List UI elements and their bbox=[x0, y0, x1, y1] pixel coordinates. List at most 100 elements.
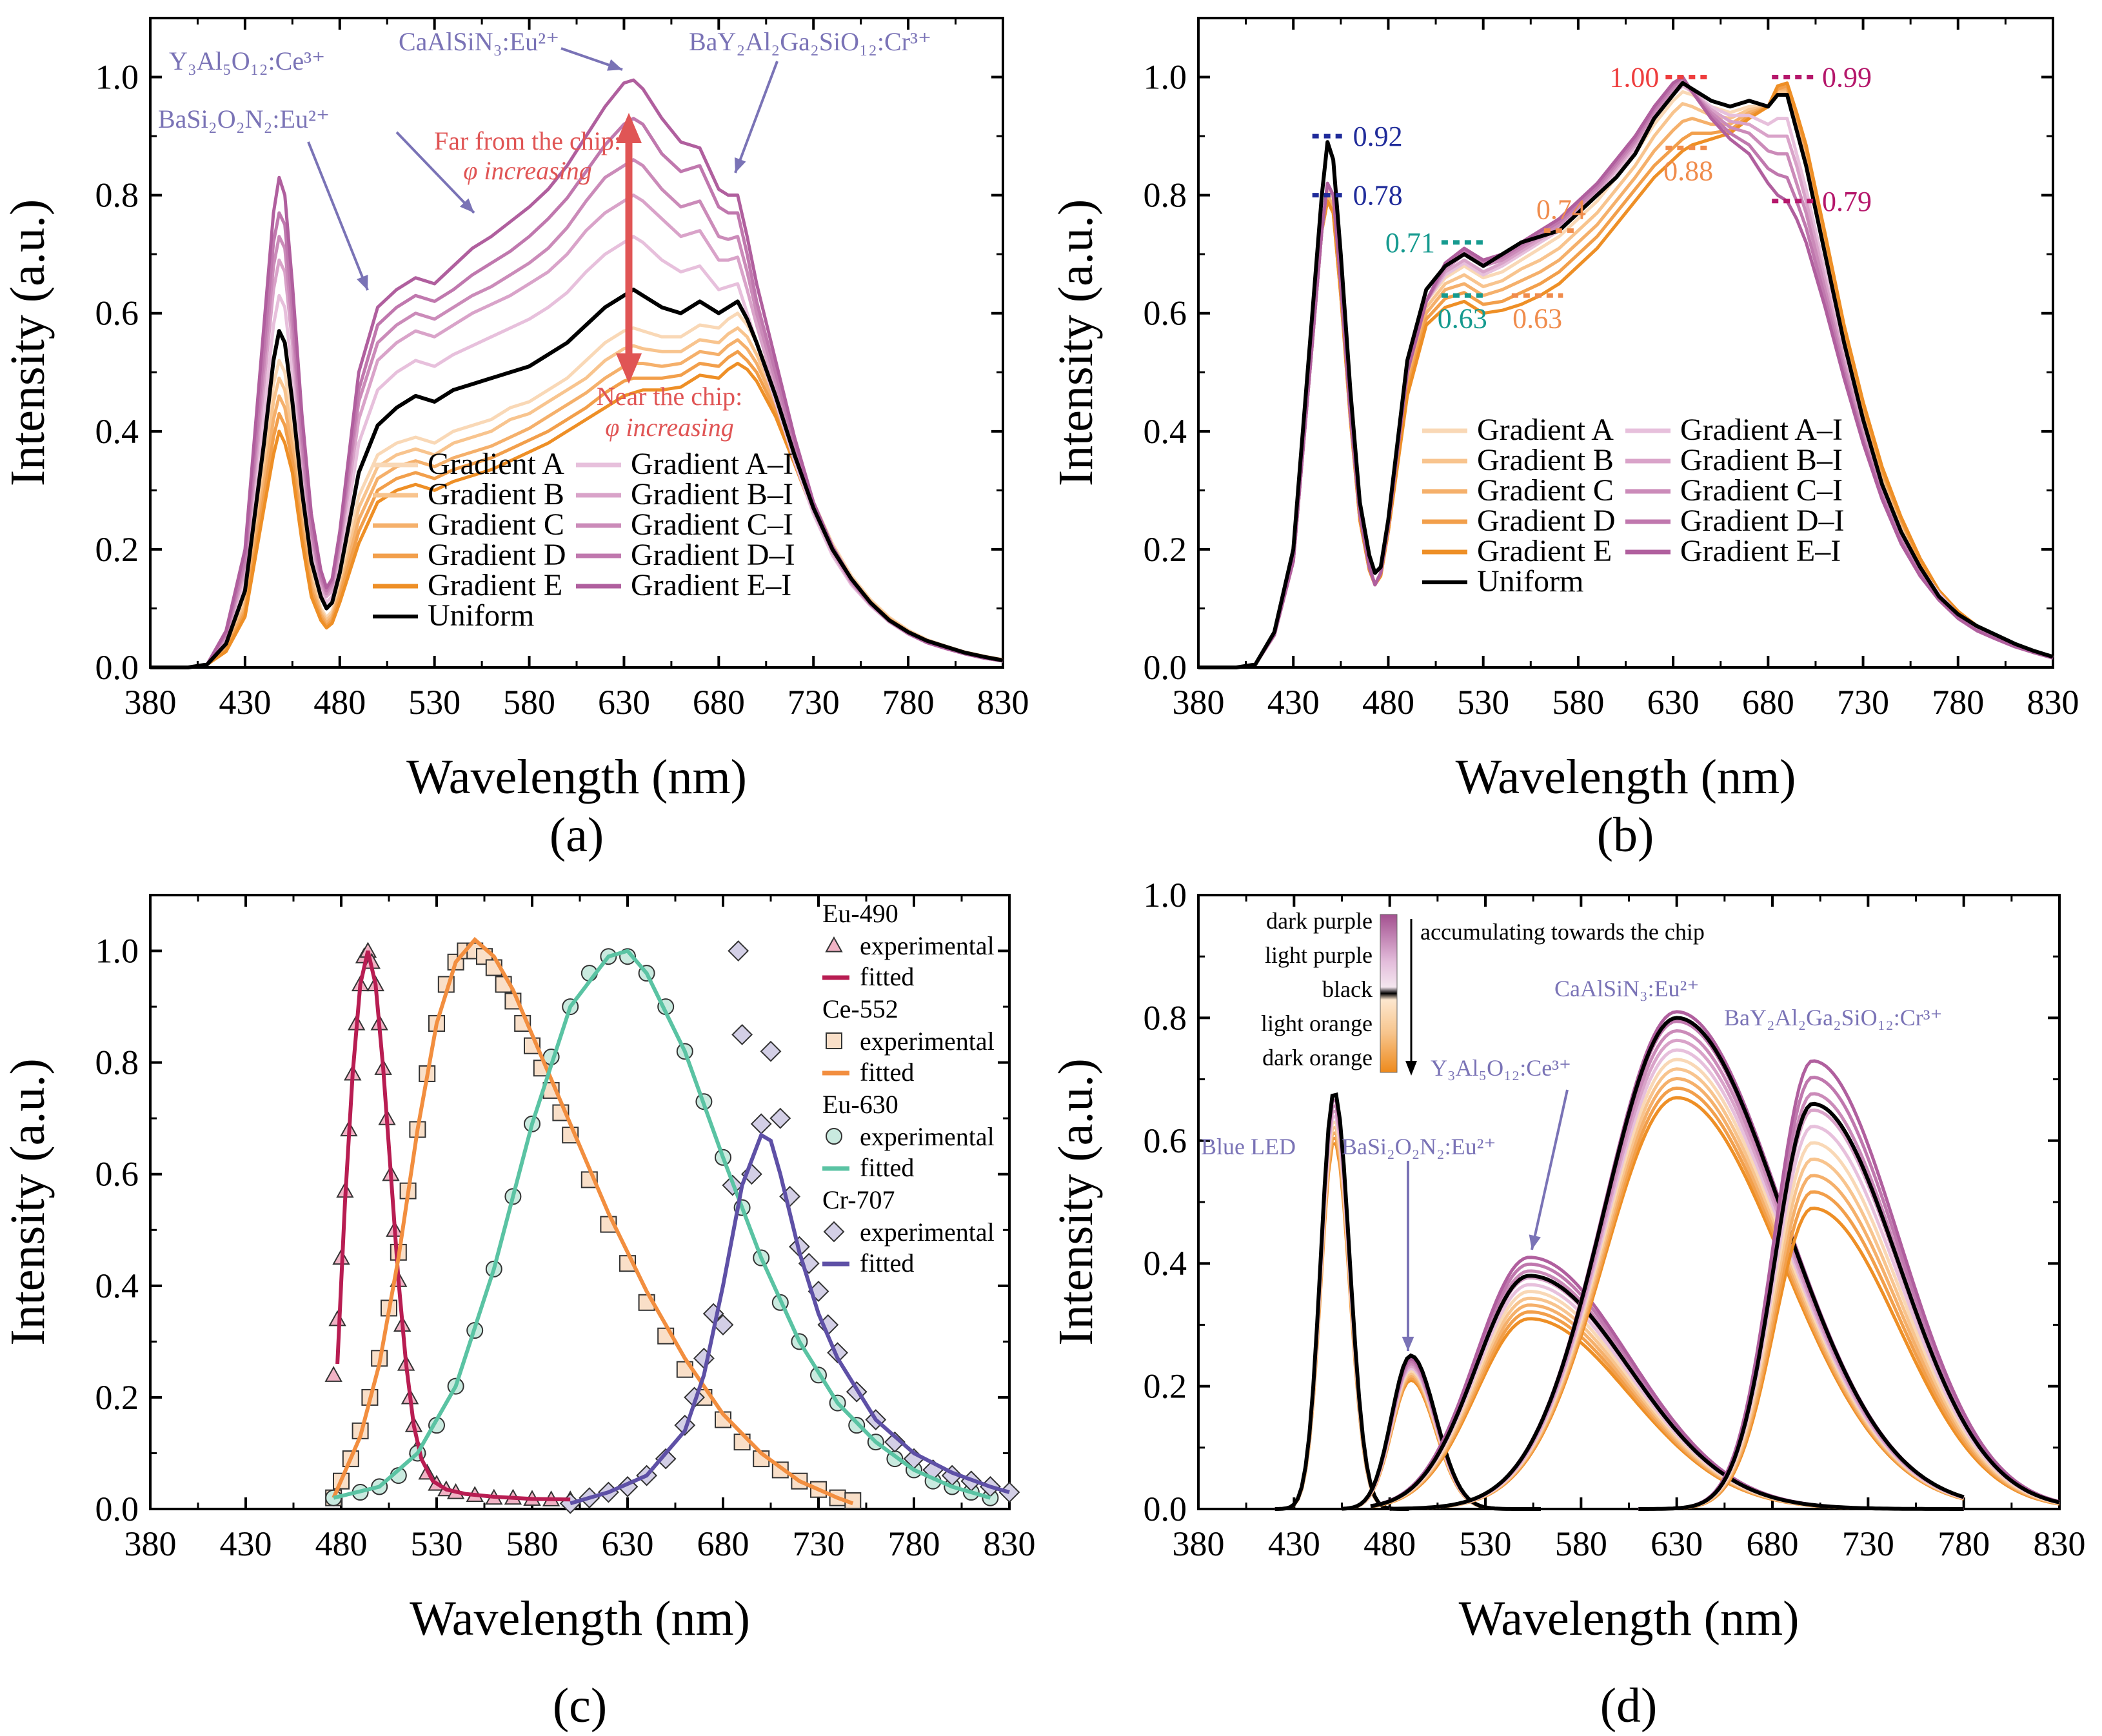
legend-label: Gradient D bbox=[1477, 504, 1616, 538]
y-tick-label: 0.6 bbox=[1144, 294, 1187, 333]
y-tick-label: 1.0 bbox=[95, 932, 139, 971]
label-far-2: φ increasing bbox=[463, 156, 592, 185]
legend-label: Gradient E bbox=[428, 568, 562, 602]
series-line-1 bbox=[150, 311, 1004, 669]
y-axis-label: Intensity (a.u.) bbox=[1049, 199, 1103, 486]
x-tick-label: 630 bbox=[1647, 683, 1700, 722]
series-line-5 bbox=[150, 362, 1004, 669]
x-tick-label: 630 bbox=[1651, 1524, 1703, 1563]
panel-label: (b) bbox=[1597, 808, 1654, 862]
y-tick-label: 0.8 bbox=[95, 1043, 139, 1082]
y-tick-label: 0.2 bbox=[1144, 530, 1187, 569]
panel-c: 380 430 480 530 580 630 680 730 780 830 0.0 0.2 0.4 0… bbox=[1, 894, 1036, 1733]
value-mark-label: 0.99 bbox=[1822, 62, 1872, 94]
y-tick-label: 0.2 bbox=[95, 530, 139, 569]
colorbar-label: dark purple bbox=[1266, 908, 1373, 934]
x-tick-label: 730 bbox=[1842, 1524, 1894, 1563]
legend-fit: fitted bbox=[860, 1248, 914, 1277]
x-tick-label: 630 bbox=[602, 1524, 654, 1563]
label-basi2o2n2: BaSi₂O₂N₂:Eu²⁺ bbox=[1342, 1134, 1496, 1159]
x-tick-label: 680 bbox=[697, 1524, 749, 1563]
x-tick-label: 830 bbox=[2027, 683, 2079, 722]
legend-label: Gradient C–I bbox=[1680, 473, 1843, 508]
x-tick-label: 380 bbox=[1173, 1524, 1225, 1563]
value-mark-label: 0.79 bbox=[1822, 186, 1872, 217]
legend-exp: experimental bbox=[860, 1027, 995, 1056]
data-point-3 bbox=[750, 1113, 772, 1135]
y-tick-label: 0.4 bbox=[1144, 1244, 1187, 1283]
y-axis-label: Intensity (a.u.) bbox=[1, 199, 55, 486]
value-mark-label: 0.71 bbox=[1385, 227, 1435, 259]
legend-title: Ce-552 bbox=[822, 994, 898, 1023]
label-near-2: φ increasing bbox=[605, 413, 734, 442]
x-tick-label: 680 bbox=[693, 683, 745, 722]
x-tick-label: 830 bbox=[2034, 1524, 2086, 1563]
legend-fit: fitted bbox=[860, 962, 914, 991]
label-y3al5o12: Y₃Al₅O₁₂:Ce³⁺ bbox=[169, 46, 325, 75]
value-mark-label: 0.78 bbox=[1353, 180, 1403, 212]
x-tick-label: 380 bbox=[124, 683, 177, 722]
colorbar bbox=[1380, 914, 1398, 1073]
component-2-shade-9 bbox=[1370, 1256, 1964, 1511]
legend-label: Gradient C bbox=[428, 508, 564, 542]
legend-label: Gradient A–I bbox=[631, 447, 793, 481]
series-line-0 bbox=[1198, 81, 2054, 669]
value-mark-label: 0.74 bbox=[1536, 194, 1586, 226]
legend-fit: fitted bbox=[860, 1058, 914, 1087]
arrow-y3al5o12-head bbox=[459, 198, 474, 213]
legend-label: Gradient D–I bbox=[631, 538, 795, 572]
x-tick-label: 580 bbox=[506, 1524, 559, 1563]
legend-label: Gradient B bbox=[1477, 443, 1614, 477]
value-mark-label: 0.88 bbox=[1663, 155, 1713, 186]
x-tick-label: 430 bbox=[1267, 683, 1320, 722]
data-point-1 bbox=[844, 1492, 862, 1510]
component-0-shade-2 bbox=[1274, 1130, 1409, 1511]
x-tick-label: 730 bbox=[793, 1524, 845, 1563]
x-tick-label: 730 bbox=[1837, 683, 1889, 722]
y-axis-label: Intensity (a.u.) bbox=[1, 1058, 55, 1345]
x-axis-label: Wavelength (nm) bbox=[406, 750, 747, 804]
data-point-legend bbox=[826, 1128, 842, 1145]
legend-label: Gradient D bbox=[428, 538, 566, 572]
legend-label: Uniform bbox=[1477, 564, 1583, 598]
label-blue-led: Blue LED bbox=[1201, 1134, 1296, 1159]
y-tick-label: 0.6 bbox=[1144, 1121, 1187, 1160]
fit-line-3 bbox=[570, 1132, 1010, 1506]
y-tick-label: 1.0 bbox=[1144, 58, 1187, 97]
legend-title: Eu-630 bbox=[822, 1090, 898, 1119]
x-tick-label: 530 bbox=[408, 683, 461, 722]
data-point-0 bbox=[324, 1366, 342, 1382]
legend-label: Gradient E bbox=[1477, 534, 1612, 568]
value-mark-label: 0.63 bbox=[1512, 302, 1562, 334]
y-tick-label: 0.4 bbox=[1144, 412, 1187, 451]
series-line-10 bbox=[1198, 75, 2054, 669]
legend-fit: fitted bbox=[860, 1153, 914, 1182]
label-near-1: Near the chip: bbox=[597, 382, 743, 411]
fit-line-1 bbox=[332, 936, 854, 1506]
label-bay2: BaY₂Al₂Ga₂SiO₁₂:Cr³⁺ bbox=[1724, 1005, 1943, 1031]
label-caalsin3: CaAlSiN₃:Eu²⁺ bbox=[1554, 976, 1699, 1001]
component-3-uniform bbox=[1389, 1016, 1965, 1511]
x-tick-label: 780 bbox=[1932, 683, 1984, 722]
x-tick-label: 580 bbox=[503, 683, 555, 722]
colorbar-arrow-head bbox=[1405, 1061, 1417, 1076]
data-point-3 bbox=[728, 940, 749, 962]
data-point-3 bbox=[760, 1040, 782, 1062]
x-tick-label: 580 bbox=[1552, 683, 1604, 722]
x-tick-label: 780 bbox=[888, 1524, 940, 1563]
data-point-3 bbox=[731, 1023, 753, 1045]
x-axis-label: Wavelength (nm) bbox=[1456, 750, 1796, 804]
component-2-shade-7 bbox=[1370, 1269, 1964, 1511]
legend-exp: experimental bbox=[860, 1218, 995, 1247]
y-tick-label: 0.0 bbox=[95, 1490, 139, 1528]
data-point-legend bbox=[823, 1221, 845, 1243]
y-tick-label: 0.0 bbox=[95, 648, 139, 687]
legend-label: Gradient B bbox=[428, 477, 564, 511]
x-tick-label: 780 bbox=[882, 683, 935, 722]
label-far-1: Far from the chip: bbox=[434, 126, 621, 155]
y-tick-label: 0.4 bbox=[95, 1267, 139, 1305]
legend-exp: experimental bbox=[860, 1122, 995, 1151]
component-0-shade-0 bbox=[1274, 1141, 1409, 1511]
panel-b: 380 430 480 530 580 630 680 730 780 830 0.0 0.2 0.4 0… bbox=[1049, 17, 2079, 862]
